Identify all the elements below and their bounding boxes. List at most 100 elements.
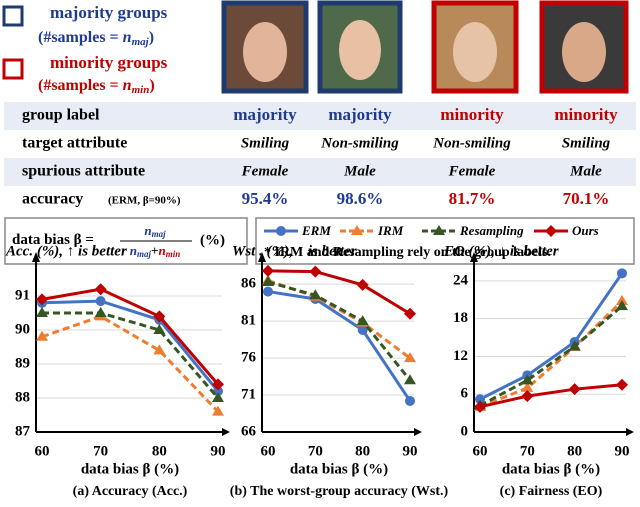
legend-label: Resampling (459, 223, 524, 238)
majority-note: (#samples = nmaj) (38, 29, 154, 48)
x-tick-label: 90 (211, 443, 226, 459)
chart-title: Acc. (%), ↑ is better (5, 243, 127, 259)
caption: (c) Fairness (EO) (500, 484, 603, 499)
y-tick-label: 88 (15, 389, 30, 405)
cell: minority (554, 105, 618, 124)
row-label: spurious attribute (22, 163, 145, 180)
cell: Male (343, 163, 376, 179)
chart: EO (%), ↓ is better 0 6 12 18 24 60 70 80 90 data … (443, 243, 634, 499)
formula-denominator: nmaj+nmin (130, 243, 180, 259)
cell: Female (448, 163, 496, 179)
marker (262, 265, 274, 277)
y-tick-label: 66 (241, 423, 257, 439)
y-tick-label: 71 (241, 386, 256, 402)
x-tick-label: 60 (261, 443, 276, 459)
y-tick-label: 0 (461, 423, 469, 439)
marker (616, 300, 628, 310)
x-axis-label: data bias β (%) (81, 461, 179, 477)
row-label: target attribute (22, 135, 127, 152)
majority-title: majority groups (50, 3, 168, 22)
cell: Male (569, 163, 602, 179)
legend-label: IRM (377, 223, 404, 238)
marker (276, 226, 286, 236)
y-tick-label: 6 (461, 386, 469, 402)
formula-unit: (%) (200, 232, 225, 248)
series-line (480, 273, 622, 399)
x-tick-label: 70 (93, 443, 108, 459)
x-tick-label: 70 (520, 443, 535, 459)
x-tick-label: 60 (35, 443, 50, 459)
marker (263, 287, 273, 297)
x-arrow (626, 428, 634, 436)
x-arrow (222, 428, 230, 436)
chart-title: Wst . (%), ↑ is better (232, 243, 357, 259)
accuracy-note: (ERM, β=90%) (108, 195, 181, 207)
cell: minority (440, 105, 504, 124)
x-tick-label: 80 (355, 443, 370, 459)
cell: majority (233, 105, 297, 124)
marker (309, 266, 321, 278)
y-tick-label: 89 (15, 355, 30, 371)
x-tick-label: 80 (152, 443, 167, 459)
marker (405, 396, 415, 406)
cell: 98.6% (337, 189, 384, 208)
y-tick-label: 24 (453, 272, 469, 288)
caption: (b) The worst-group accuracy (Wst.) (230, 484, 449, 499)
marker (617, 268, 627, 278)
row-label: group label (22, 107, 100, 124)
marker (95, 283, 107, 295)
chart: Wst . (%), ↑ is better 66 71 76 81 86 60 70 80 90… (230, 243, 449, 499)
cell: 81.7% (449, 189, 496, 208)
marker (545, 225, 557, 237)
minority-swatch (4, 60, 22, 78)
cell: 70.1% (563, 189, 610, 208)
minority-note: (#samples = nmin) (38, 77, 155, 96)
minority-title: minority groups (50, 53, 168, 72)
y-tick-label: 90 (15, 321, 30, 337)
series-line (268, 271, 410, 314)
marker (95, 307, 107, 317)
series-line (480, 301, 622, 407)
formula-numerator: nmaj (144, 223, 166, 239)
x-tick-label: 90 (403, 443, 418, 459)
cell: Non-smiling (320, 135, 399, 151)
cell: Smiling (241, 135, 290, 151)
caption: (a) Accuracy (Acc.) (73, 484, 188, 499)
series-line (268, 280, 410, 358)
y-tick-label: 76 (241, 350, 257, 366)
y-tick-label: 12 (453, 348, 468, 364)
x-tick-label: 80 (567, 443, 582, 459)
chart: Acc. (%), ↑ is better 87 88 89 90 91 60 70 80 90 d… (5, 243, 230, 499)
x-axis-label: data bias β (%) (502, 461, 600, 477)
cell: 95.4% (242, 189, 289, 208)
marker (212, 406, 224, 416)
y-tick-label: 86 (241, 276, 257, 292)
marker (404, 374, 416, 384)
series-line (268, 292, 410, 401)
cell: Smiling (562, 135, 611, 151)
x-tick-label: 60 (473, 443, 488, 459)
series-line (42, 301, 218, 391)
y-tick-label: 91 (15, 287, 30, 303)
x-tick-label: 70 (308, 443, 323, 459)
row-label: accuracy (22, 191, 83, 208)
legend-label: Ours (572, 223, 599, 238)
figure: majority groups (#samples = nmaj) minori… (0, 0, 640, 502)
cell: Non-smiling (432, 135, 511, 151)
cell: majority (328, 105, 392, 124)
chart-title: EO (%), ↓ is better (443, 243, 559, 259)
majority-swatch (4, 7, 22, 25)
marker (616, 379, 628, 391)
legend-label: ERM (301, 223, 331, 238)
y-tick-label: 81 (241, 313, 256, 329)
y-tick-label: 18 (453, 310, 468, 326)
marker (569, 383, 581, 395)
x-arrow (414, 428, 422, 436)
cell: Female (241, 163, 289, 179)
y-tick-label: 87 (15, 423, 31, 439)
x-tick-label: 90 (615, 443, 630, 459)
series-line (480, 306, 622, 405)
marker (96, 296, 106, 306)
x-axis-label: data bias β (%) (290, 461, 388, 477)
photos (224, 3, 626, 91)
